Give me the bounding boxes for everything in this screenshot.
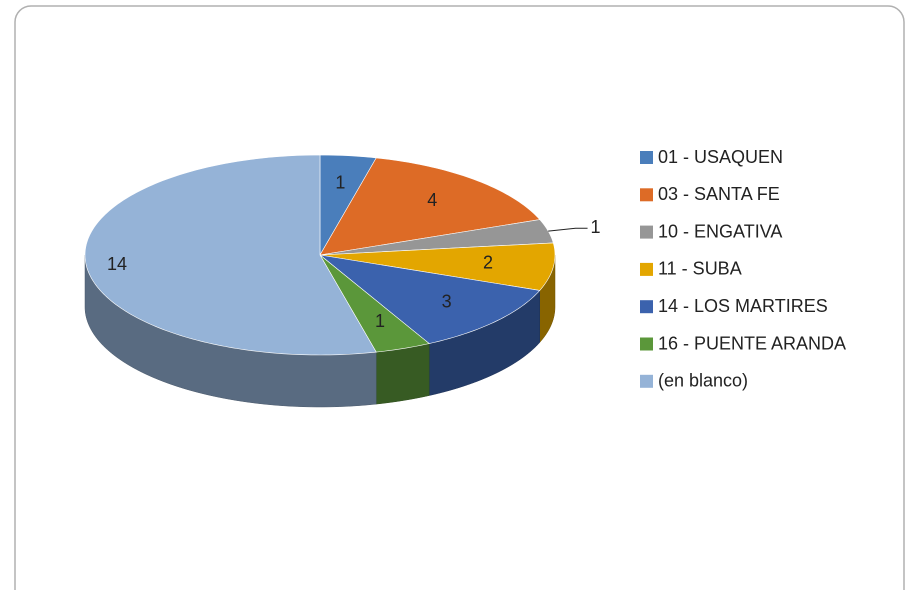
- legend-swatch: [640, 262, 653, 276]
- legend-label: 14 - LOS MARTIRES: [658, 296, 828, 316]
- slice: [318, 254, 541, 344]
- legend-swatch: [640, 188, 653, 202]
- data-label: 1: [375, 311, 385, 331]
- slice-side: [375, 343, 430, 405]
- legend-label: 11 - SUBA: [658, 259, 742, 279]
- data-label: 2: [483, 252, 493, 272]
- legend-label: 10 - ENGATIVA: [658, 221, 782, 241]
- legend-swatch: [640, 151, 653, 164]
- legend-label: 01 - USAQUEN: [658, 147, 783, 167]
- leader-line: [548, 227, 588, 232]
- slice: [319, 254, 430, 353]
- data-label: 1: [335, 172, 345, 192]
- legend: 01 - USAQUEN 03 - SANTA FE 10 - ENGATIVA 11…: [640, 147, 846, 391]
- legend-swatch: [640, 374, 653, 388]
- slice: [319, 219, 554, 256]
- slice: [319, 242, 556, 291]
- slice: [319, 154, 377, 257]
- legend-label: 16 - PUENTE ARANDA: [658, 333, 846, 353]
- slice: [84, 154, 377, 356]
- data-label: 14: [107, 254, 127, 274]
- legend-swatch: [640, 337, 653, 351]
- data-label: 3: [442, 291, 452, 311]
- legend-label: 03 - SANTA FE: [658, 184, 780, 204]
- data-label: 4: [427, 190, 437, 210]
- slice: [319, 157, 541, 256]
- legend-swatch: [640, 225, 653, 239]
- data-label: 1: [591, 217, 601, 237]
- legend-label: (en blanco): [658, 371, 748, 391]
- legend-swatch: [640, 300, 653, 314]
